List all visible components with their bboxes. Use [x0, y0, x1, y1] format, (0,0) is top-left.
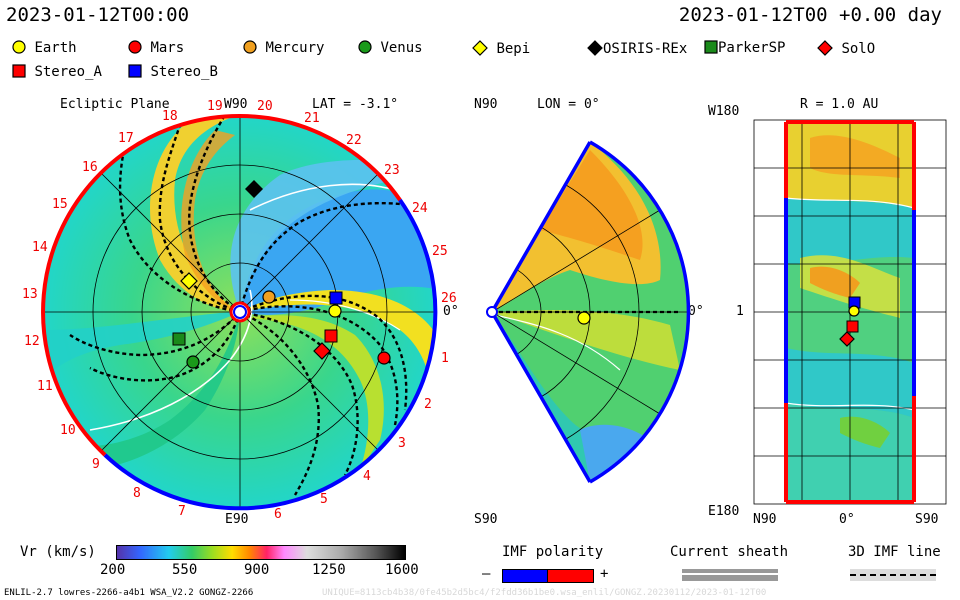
venus-marker — [186, 355, 200, 369]
meridional-plot — [486, 140, 691, 484]
meridional-bottom-left: S90 — [474, 512, 498, 527]
colorbar-tick: 1250 — [312, 562, 346, 578]
colorbar-tick: 900 — [244, 562, 270, 578]
meridional-lon-label: LON = 0° — [537, 97, 600, 112]
radial-top-left: W180 — [708, 104, 740, 119]
stereo-b-marker — [329, 291, 343, 305]
sector-number: 24 — [412, 201, 428, 216]
bepi-marker — [180, 272, 198, 290]
osiris-rex-marker — [245, 180, 263, 198]
sector-number: 13 — [22, 287, 38, 302]
imf-minus: – — [482, 566, 491, 582]
sector-number: 7 — [178, 504, 186, 519]
imf-negative-bar — [502, 569, 549, 583]
legend-item-earth: Earth — [12, 40, 77, 56]
meridional-right-label: 0° — [688, 304, 704, 319]
sector-number: 22 — [346, 133, 362, 148]
sector-number: 17 — [118, 131, 134, 146]
earth-marker-meridional — [577, 311, 591, 325]
colorbar-title: Vr (km/s) — [20, 544, 96, 560]
imf-polarity-title: IMF polarity — [502, 544, 604, 560]
ecliptic-title: Ecliptic Plane — [60, 97, 170, 112]
radial-mid-left: 1 — [736, 304, 744, 319]
footer-model-info: ENLIL-2.7 lowres-2266-a4b1 WSA_V2.2 GONG… — [4, 588, 254, 598]
legend-item-venus: Venus — [358, 40, 423, 56]
sector-number: 1 — [441, 351, 449, 366]
earth-marker — [328, 304, 342, 318]
colorbar-tick: 550 — [172, 562, 198, 578]
legend-item-bepi: Bepi — [472, 40, 530, 57]
colorbar-tick: 1600 — [385, 562, 419, 578]
sector-number: 16 — [82, 160, 98, 175]
ecliptic-right-label: 0° — [443, 304, 459, 319]
sector-number: 14 — [32, 240, 48, 255]
ecliptic-top-label: W90 — [224, 97, 248, 112]
sector-number: 2 — [424, 397, 432, 412]
meridional-top-left: N90 — [474, 97, 498, 112]
sector-number: 10 — [60, 423, 76, 438]
sector-number: 4 — [363, 469, 371, 484]
time-stamp-right: 2023-01-12T00 +0.00 day — [678, 4, 942, 26]
mars-marker — [377, 351, 391, 365]
legend-item-mars: Mars — [128, 40, 184, 56]
legend-item-solo: SolO — [817, 40, 875, 57]
legend-item-stereo-b: Stereo_B — [128, 64, 218, 80]
sector-number: 11 — [37, 379, 53, 394]
sector-number: 8 — [133, 486, 141, 501]
sector-number: 25 — [432, 244, 448, 259]
radial-axis-zero: 0° — [839, 512, 855, 527]
legend-item-parkersp: ParkerSP — [704, 40, 785, 56]
imf-positive-bar — [547, 569, 594, 583]
mercury-marker — [262, 290, 276, 304]
imf-line-title: 3D IMF line — [848, 544, 941, 560]
sector-number: 12 — [24, 334, 40, 349]
sector-number: 19 — [207, 99, 223, 114]
sector-number: 3 — [398, 436, 406, 451]
stereo-a-marker — [324, 329, 338, 343]
radial-bottom-left: E180 — [708, 504, 740, 519]
legend-item-stereo-a: Stereo_A — [12, 64, 102, 80]
time-stamp-left: 2023-01-12T00:00 — [6, 4, 190, 26]
legend-item-osiris-rex: OSIRIS-REx — [587, 40, 687, 57]
sector-number: 18 — [162, 109, 178, 124]
radial-plot — [753, 119, 947, 505]
sector-number: 15 — [52, 197, 68, 212]
sector-number: 5 — [320, 492, 328, 507]
sector-number: 9 — [92, 457, 100, 472]
ecliptic-lat-label: LAT = -3.1° — [312, 97, 399, 112]
sector-number: 23 — [384, 163, 400, 178]
solo-marker — [313, 342, 331, 360]
sector-number: 6 — [274, 507, 282, 522]
radial-r-label: R = 1.0 AU — [800, 97, 879, 112]
stereo-a-marker-radial — [846, 320, 859, 333]
current-sheath-swatch — [682, 569, 778, 581]
sector-numbers: 1 2 3 4 5 6 7 8 9 10 11 12 13 14 15 16 1… — [22, 99, 457, 522]
current-sheath-title: Current sheath — [670, 544, 789, 560]
earth-marker-radial — [848, 305, 860, 317]
ecliptic-plot: 1 2 3 4 5 6 7 8 9 10 11 12 13 14 15 16 1… — [22, 99, 457, 522]
footer-run-id: UNIQUE=8113cb4b38/0fe45b2d5bc4/f2fdd36b1… — [322, 588, 767, 598]
solo-marker-radial — [839, 331, 855, 347]
colorbar — [116, 545, 406, 560]
legend-item-mercury: Mercury — [243, 40, 324, 56]
colorbar-tick: 200 — [100, 562, 126, 578]
ecliptic-bottom-label: E90 — [225, 512, 249, 527]
sector-number: 20 — [257, 99, 273, 114]
parker-marker — [172, 332, 186, 346]
imf-line-swatch — [850, 569, 936, 581]
radial-axis-s90: S90 — [915, 512, 939, 527]
imf-plus: + — [600, 566, 609, 582]
radial-axis-n90: N90 — [753, 512, 777, 527]
sector-number: 21 — [304, 111, 320, 126]
sector-number: 26 — [441, 291, 457, 306]
